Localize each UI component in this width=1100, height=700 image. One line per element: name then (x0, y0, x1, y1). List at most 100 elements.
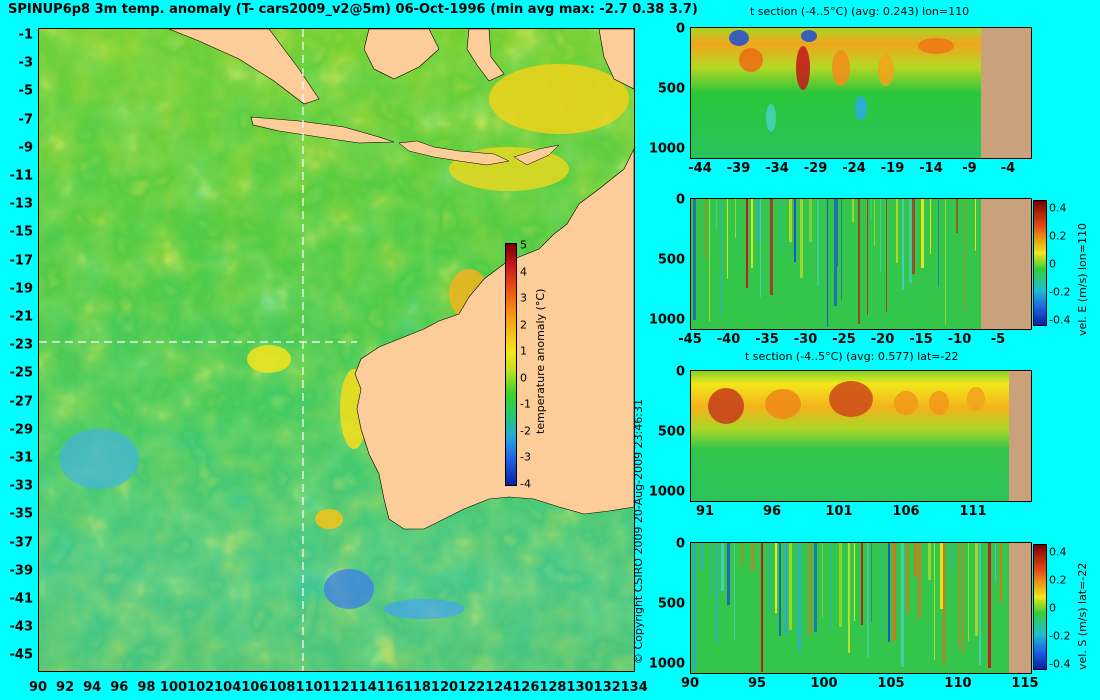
velocity-stripe (956, 199, 958, 233)
velocity-stripe (901, 543, 904, 667)
map-x-tick: 98 (137, 680, 156, 695)
map-colorbar-tick: 5 (520, 238, 527, 252)
map-y-tick: -11 (9, 168, 34, 184)
velocity-stripe (830, 543, 831, 629)
map-y-tick: -13 (9, 196, 34, 212)
panel-colorbar-tick: -0.2 (1049, 285, 1071, 299)
velocity-stripe (751, 543, 754, 571)
velocity-stripe (928, 543, 931, 580)
map-x-tick: 124 (485, 680, 513, 695)
velocity-stripe (734, 543, 735, 641)
panel-colorbar-tick: 0 (1049, 601, 1056, 615)
map-x-tick: 112 (322, 680, 350, 695)
velocity-stripe (880, 543, 881, 635)
panel-t-section-lat[interactable] (690, 370, 1032, 502)
map-x-tick: 92 (56, 680, 75, 695)
map-y-tick: -19 (9, 281, 34, 297)
map-y-tick: -17 (9, 253, 34, 269)
velocity-stripe (781, 199, 782, 252)
velocity-stripe (940, 543, 943, 609)
panel-colorbar-tick: 0.2 (1049, 573, 1067, 587)
panel-y-tick: 1000 (648, 656, 685, 672)
panel-vel-s-lat[interactable] (690, 542, 1032, 674)
velocity-stripe (979, 543, 981, 665)
velocity-stripe (1000, 543, 1002, 602)
velocity-stripe (995, 543, 996, 581)
map-y-tick: -1 (18, 27, 33, 43)
velocity-stripe (834, 199, 837, 306)
velocity-stripe (848, 543, 850, 653)
map-y-tick: -39 (9, 563, 34, 579)
sumatra-land (168, 29, 320, 105)
velocity-stripe (921, 199, 924, 268)
panel-colorbar-tick: -0.4 (1049, 313, 1071, 327)
vel-s-lat-canvas (691, 543, 1031, 673)
panel-y-tick: 500 (657, 81, 685, 97)
panel-x-tick: 90 (680, 676, 700, 691)
velocity-stripe (918, 543, 921, 618)
map-y-tick: -35 (9, 506, 34, 522)
map-x-tick: 102 (187, 680, 215, 695)
velocity-stripe (867, 543, 869, 658)
velocity-stripe (975, 543, 978, 636)
map-x-tick: 130 (566, 680, 594, 695)
velocity-stripe (975, 199, 976, 251)
velocity-stripe (761, 543, 763, 672)
velocity-stripe (852, 199, 854, 222)
map-y-tick: -23 (9, 337, 34, 353)
panel-colorbar-tick: 0 (1049, 257, 1056, 271)
velocity-stripe (809, 199, 812, 242)
panel-y-tick: 500 (657, 424, 685, 440)
velocity-stripe (721, 199, 722, 315)
velocity-stripe (906, 543, 909, 613)
panel-title-t-section-lat: t section (-4..5°C) (avg: 0.577) lat=-22 (745, 350, 959, 363)
velocity-stripe (909, 199, 912, 283)
velocity-stripe (858, 199, 860, 324)
velocity-stripe (789, 199, 792, 242)
velocity-stripe (930, 199, 931, 254)
velocity-stripe (735, 199, 736, 238)
panel-x-tick: -9 (962, 161, 977, 176)
panel-x-tick: -20 (870, 332, 895, 347)
velocity-stripe (721, 543, 724, 591)
velocity-stripe (938, 199, 939, 287)
velocity-stripe (741, 543, 743, 566)
panel-y-tick: 1000 (648, 484, 685, 500)
velocity-stripe (841, 199, 842, 300)
velocity-stripe (809, 543, 811, 636)
map-colorbar-tick: 3 (520, 291, 527, 305)
panel-x-tick: -39 (726, 161, 751, 176)
velocity-stripe (798, 543, 801, 651)
velocity-stripe (962, 543, 964, 653)
panel-x-tick: -40 (716, 332, 741, 347)
velocity-stripe (800, 199, 803, 278)
velocity-stripe (867, 199, 868, 315)
panel-x-tick: 101 (825, 504, 853, 519)
panel-x-tick: -14 (919, 161, 943, 176)
panel-y-tick: 0 (675, 364, 685, 380)
velocity-stripe (789, 543, 792, 630)
velocity-stripe (854, 543, 855, 621)
velocity-stripe (968, 543, 969, 641)
map-y-tick: -29 (9, 422, 34, 438)
panel-y-tick: 0 (675, 192, 685, 208)
velocity-stripe (751, 199, 753, 268)
panel-vel-e-lon[interactable] (690, 198, 1032, 330)
timor-land (513, 144, 560, 166)
panel-x-tick: 96 (762, 504, 782, 519)
velocity-stripe (880, 199, 881, 272)
panel-y-tick: 500 (657, 252, 685, 268)
map-x-tick: 114 (349, 680, 377, 695)
velocity-stripe (727, 199, 728, 279)
map-y-tick: -9 (18, 140, 33, 156)
map-x-tick: 134 (620, 680, 648, 695)
map-x-tick: 94 (83, 680, 102, 695)
velocity-stripe (693, 199, 696, 320)
panel-t-section-lon[interactable] (690, 27, 1032, 159)
panel-x-tick: -5 (990, 332, 1006, 347)
t-section-lon-canvas (691, 28, 1031, 158)
map-plot[interactable] (38, 28, 635, 672)
map-y-tick: -5 (18, 83, 33, 99)
map-x-tick: 120 (430, 680, 459, 695)
velocity-stripe (871, 543, 872, 622)
